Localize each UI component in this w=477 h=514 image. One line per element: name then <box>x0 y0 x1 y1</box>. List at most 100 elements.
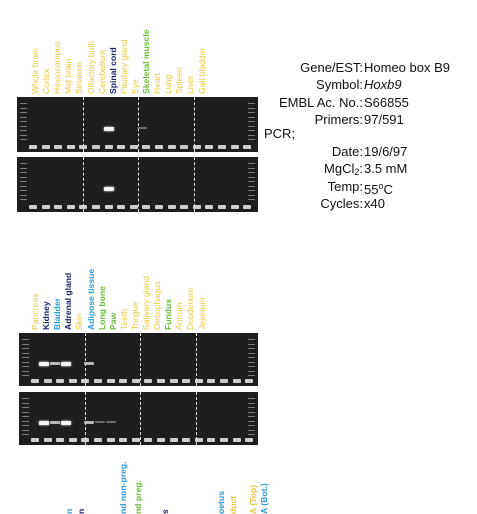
gel-well <box>94 438 102 442</box>
ladder-band <box>20 181 27 182</box>
gel-well <box>129 205 138 209</box>
gel-well <box>232 438 241 442</box>
gel-well <box>68 438 77 442</box>
gel-panel1-bottom <box>17 157 258 212</box>
gel-well <box>56 438 65 442</box>
gel-well <box>180 145 189 149</box>
ladder-band <box>248 375 255 376</box>
pcr-band <box>94 421 105 423</box>
gel-well <box>230 145 239 149</box>
tissue-label-partial: duct <box>228 495 238 514</box>
gel-well <box>117 145 126 149</box>
ladder-band <box>248 176 255 178</box>
gel-well <box>230 205 239 209</box>
ladder-band <box>248 134 255 136</box>
lane-separator <box>194 97 195 152</box>
lane-separator <box>138 157 139 212</box>
ladder-band <box>248 194 255 196</box>
lane-separator <box>196 392 197 445</box>
ladder-band <box>248 434 255 435</box>
ladder-band <box>248 112 255 113</box>
gel-well <box>220 438 228 442</box>
ladder-band <box>248 339 255 340</box>
gel-well <box>41 145 50 149</box>
ladder-band <box>20 130 27 131</box>
ladder-band <box>20 172 27 173</box>
ladder-band <box>22 339 29 340</box>
gel-well <box>117 205 126 209</box>
pcr-band <box>83 362 94 365</box>
ladder-band <box>248 366 255 367</box>
ladder-band <box>20 116 27 118</box>
ladder-band <box>20 121 27 122</box>
gel-well <box>31 438 39 442</box>
date-value: 19/6/97 <box>364 144 408 159</box>
gel-well <box>155 205 163 209</box>
gel-well <box>66 205 75 209</box>
primers-key: Primers: <box>314 112 363 127</box>
ladder-band <box>248 130 255 131</box>
pcr-band <box>50 421 61 424</box>
tissue-label-partial: A (Bot.) <box>259 483 269 514</box>
ladder-band <box>248 190 255 191</box>
pcr-band <box>103 127 114 131</box>
ladder-band <box>22 398 29 399</box>
ladder-band <box>248 411 255 413</box>
ladder-band <box>248 416 255 417</box>
symbol-key: Symbol: <box>316 77 363 92</box>
gel-well <box>54 205 63 209</box>
gene-value: Homeo box B9 <box>364 60 450 75</box>
gel-well <box>207 379 216 383</box>
lane-separator <box>85 333 86 386</box>
ladder-band <box>20 185 27 187</box>
gel-well <box>106 379 115 383</box>
pcr-band <box>39 362 50 366</box>
ladder-band <box>22 352 29 354</box>
gel-well <box>192 145 201 149</box>
ladder-band <box>20 190 27 191</box>
ladder-band <box>20 167 27 169</box>
ladder-band <box>248 107 255 109</box>
ladder-band <box>248 163 255 164</box>
gel-well <box>144 438 153 442</box>
gel-well <box>205 145 214 149</box>
ladder-band <box>248 125 255 127</box>
ladder-band <box>248 185 255 187</box>
ladder-band <box>248 352 255 354</box>
gel-well <box>29 205 37 209</box>
ladder-band <box>248 343 255 345</box>
ladder-band <box>248 420 255 422</box>
tissue-label-partial: A (Top) <box>248 484 258 514</box>
pcr-band <box>83 421 94 424</box>
ladder-band <box>22 370 29 372</box>
ladder-band <box>248 116 255 118</box>
gel-well <box>169 438 178 442</box>
gel-well <box>43 379 52 383</box>
gel-well <box>131 379 140 383</box>
mgcl-key: MgCl2: <box>324 161 363 177</box>
temp-key: Temp: <box>327 179 363 194</box>
ladder-band <box>22 420 29 422</box>
lane-separator <box>196 333 197 386</box>
gel-well <box>205 205 214 209</box>
ladder-band <box>20 134 27 136</box>
ladder-band <box>22 357 29 358</box>
pcr-band <box>105 421 116 423</box>
gel-well <box>54 145 63 149</box>
ladder-band <box>22 343 29 345</box>
ladder-band <box>22 361 29 363</box>
gel-well <box>155 145 163 149</box>
gel-well <box>68 379 77 383</box>
gel-well <box>119 438 128 442</box>
ladder-band <box>20 176 27 178</box>
ladder-band <box>248 181 255 182</box>
cycles-value: x40 <box>364 196 385 211</box>
ladder-band <box>248 407 255 408</box>
gel-well <box>194 438 203 442</box>
gel-well <box>169 379 178 383</box>
gel-well <box>131 438 140 442</box>
lane-separator <box>85 392 86 445</box>
mgcl-value: 3.5 mM <box>364 161 408 176</box>
date-key: Date: <box>331 144 363 159</box>
ladder-band <box>22 366 29 367</box>
